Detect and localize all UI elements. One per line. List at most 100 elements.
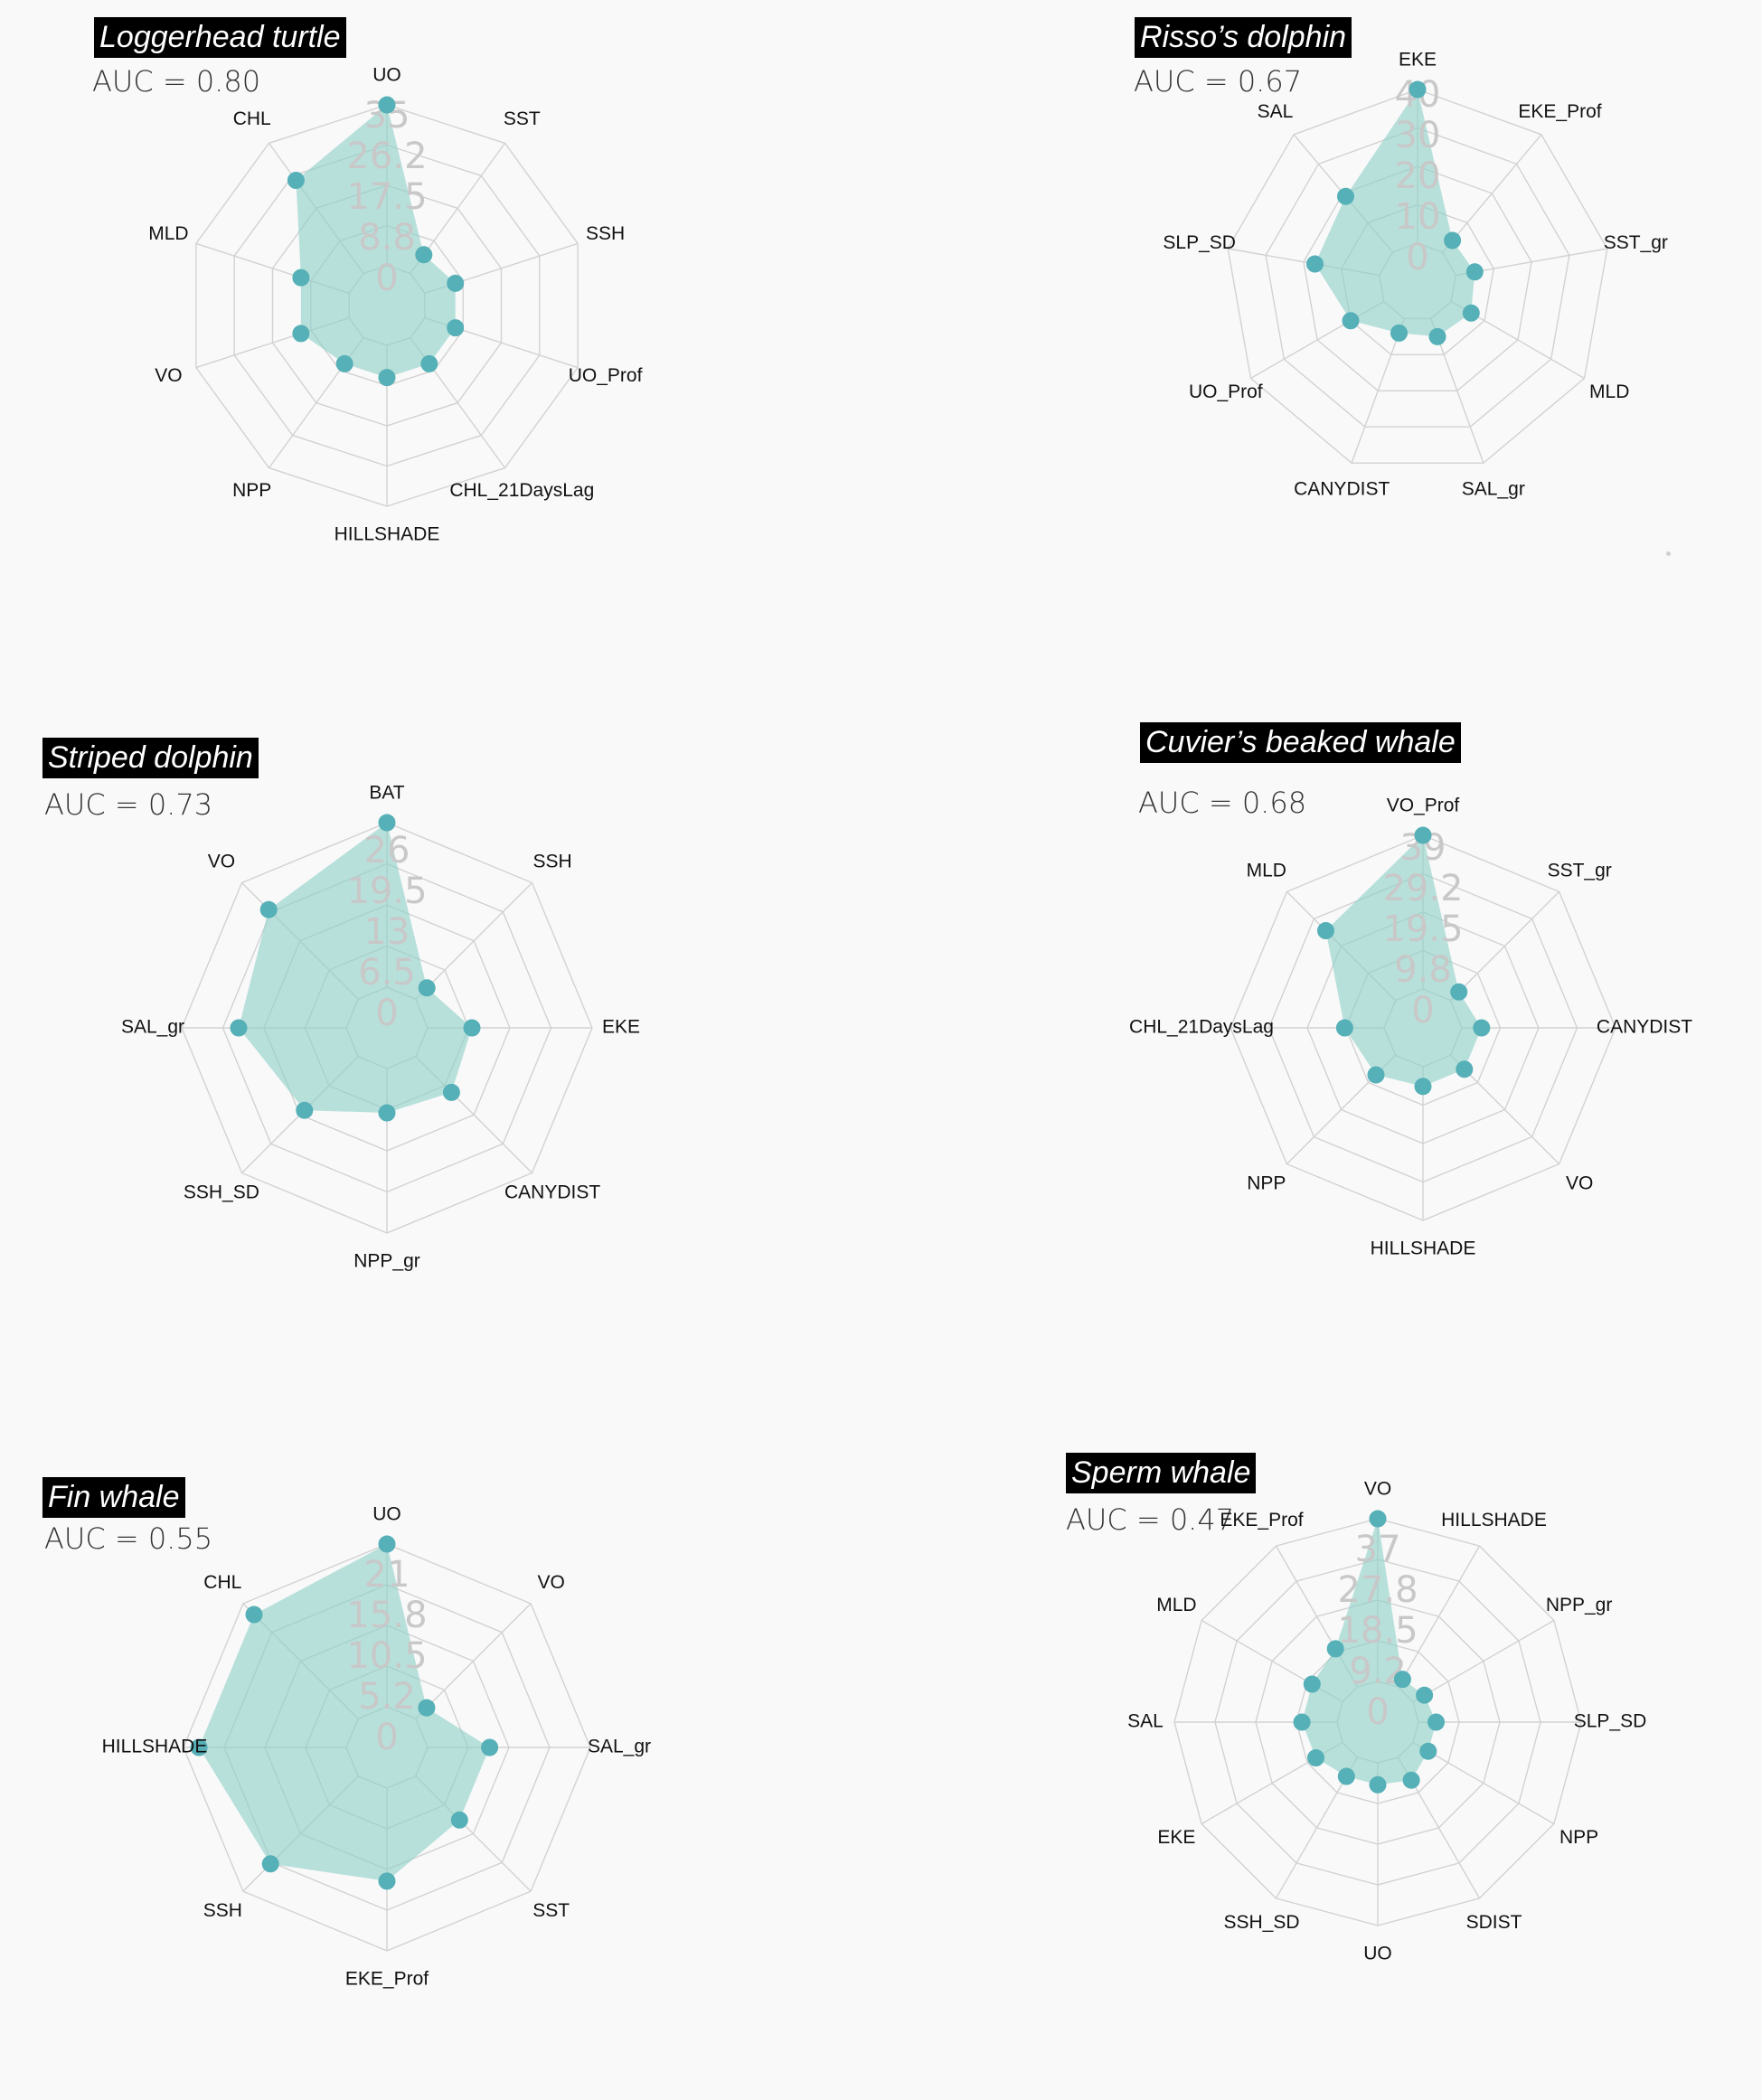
panel-title: Striped dolphin xyxy=(42,738,259,778)
data-point xyxy=(418,979,436,997)
axis-label: SAL xyxy=(1258,101,1294,122)
axis-label: NPP xyxy=(1247,1173,1286,1194)
radar-grid xyxy=(1173,1518,1582,1926)
grid-ring xyxy=(1265,127,1570,428)
axis-label: NPP_gr xyxy=(1546,1595,1613,1615)
radial-tick-label: 26 xyxy=(364,830,410,871)
data-point xyxy=(1293,1713,1311,1731)
axis-label: HILLSHADE xyxy=(1371,1238,1476,1259)
data-point xyxy=(1367,1066,1385,1084)
data-point xyxy=(287,172,305,189)
radial-tick-label: 8.8 xyxy=(358,217,416,259)
radial-tick-label: 9.8 xyxy=(1394,949,1452,991)
data-point xyxy=(418,1699,436,1717)
data-point xyxy=(1326,1640,1344,1658)
panel-title: Sperm whale xyxy=(1066,1453,1257,1493)
data-point xyxy=(463,1019,481,1037)
data-point xyxy=(296,1101,314,1119)
radar-points xyxy=(1306,80,1484,345)
radar-points xyxy=(287,96,465,387)
radar-area xyxy=(1325,835,1482,1087)
axis-label: CANYDIST xyxy=(1294,479,1390,500)
radial-tick-label: 6.5 xyxy=(358,952,416,993)
axis-label: VO_Prof xyxy=(1387,796,1460,816)
axis-spoke xyxy=(1442,134,1542,253)
radial-tick-label: 13 xyxy=(364,911,410,953)
radial-tick-label: 19.5 xyxy=(1382,909,1463,950)
axis-spoke xyxy=(415,1603,532,1719)
data-point xyxy=(1393,1671,1411,1689)
axis-label: HILLSHADE xyxy=(334,524,440,545)
axis-label: MLD xyxy=(1156,1595,1196,1615)
radial-tick-label: 10 xyxy=(1395,196,1441,238)
axis-label: NPP xyxy=(1559,1827,1598,1848)
radial-tick-label: 27.8 xyxy=(1337,1569,1418,1611)
axis-spoke xyxy=(1449,890,1560,1002)
axis-spoke xyxy=(1397,1545,1481,1688)
radar-chart: 05.210.515.821 UO VO SAL_gr SST EKE_Prof SSH HI… xyxy=(102,1504,651,1990)
data-point xyxy=(1473,1019,1491,1037)
axis-label: NPP_gr xyxy=(353,1251,420,1272)
axis-label: SSH xyxy=(586,223,625,244)
data-point xyxy=(1337,187,1354,205)
data-point xyxy=(1450,983,1468,1001)
radial-tick-label: 29.2 xyxy=(1382,868,1463,909)
axis-label: SST xyxy=(504,108,541,129)
axis-label: SAL_gr xyxy=(1462,479,1525,500)
auc-label: AUC = 0.67 xyxy=(1134,64,1303,99)
axis-label: VO xyxy=(155,365,182,386)
data-point xyxy=(335,354,353,372)
data-point xyxy=(420,354,438,372)
axis-label: CANYDIST xyxy=(1597,1017,1692,1038)
radar-chart: 08.817.526.235 UO SST SSH UO_Prof CHL_21DaysL… xyxy=(148,65,642,545)
axis-labels: UO SST SSH UO_Prof CHL_21DaysLag HILLSHADE NPP… xyxy=(148,65,642,545)
data-point xyxy=(190,1738,208,1756)
data-point xyxy=(245,1606,263,1624)
radial-ticks: 09.819.529.239 xyxy=(1382,827,1463,1031)
axis-label: EKE_Prof xyxy=(1518,101,1601,122)
radar-points xyxy=(190,1535,499,1890)
axis-label: EKE_Prof xyxy=(345,1969,429,1990)
axis-label: SST_gr xyxy=(1548,860,1612,880)
data-point xyxy=(450,1811,468,1829)
axis-label: SAL_gr xyxy=(588,1737,651,1757)
data-point xyxy=(292,268,310,287)
axis-label: UO xyxy=(372,65,401,86)
axis-spoke xyxy=(415,882,532,1000)
data-point xyxy=(1414,826,1432,844)
radial-tick-label: 0 xyxy=(1406,237,1428,278)
axis-label: CANYDIST xyxy=(504,1182,600,1203)
data-point xyxy=(1462,304,1480,322)
grid-ring xyxy=(1303,165,1532,391)
data-point xyxy=(1342,312,1360,330)
axis-label: SSH xyxy=(203,1900,242,1921)
radar-panel-rissos-dolphin: Risso’s dolphin AUC = 0.67 010203040EKEE… xyxy=(881,0,1761,700)
data-point xyxy=(1306,255,1324,273)
radar-chart: 09.819.529.239 VO_Prof SST_gr CANYDIST VO HIL… xyxy=(1129,796,1692,1259)
data-point xyxy=(1414,1078,1432,1096)
data-point xyxy=(1465,263,1484,281)
auc-label: AUC = 0.80 xyxy=(92,64,261,99)
auc-label: AUC = 0.47 xyxy=(1066,1502,1235,1537)
data-point xyxy=(1307,1749,1324,1766)
data-point xyxy=(1416,1686,1434,1704)
axis-label: NPP xyxy=(232,480,271,501)
axis-label: SSH xyxy=(533,851,572,871)
axis-label: MLD xyxy=(1247,860,1286,880)
axis-label: EKE xyxy=(1399,50,1437,71)
auc-label: AUC = 0.68 xyxy=(1138,786,1307,820)
radial-tick-label: 26.2 xyxy=(346,136,427,177)
radar-panel-loggerhead-turtle: Loggerhead turtle AUC = 0.80 0 8.8 17.5 26.… xyxy=(0,0,881,700)
data-point xyxy=(378,96,396,114)
axis-label: VO xyxy=(1364,1479,1391,1500)
panel-title: Fin whale xyxy=(42,1477,185,1518)
radial-tick-label: 15.8 xyxy=(346,1595,427,1636)
axis-label: SST xyxy=(532,1900,570,1921)
data-point xyxy=(1390,324,1408,342)
axis-labels: VO HILLSHADE NPP_gr SLP_SD NPP SDIST UO SSH_SD E… xyxy=(1127,1479,1646,1964)
radar-points xyxy=(1293,1510,1445,1794)
data-point xyxy=(447,274,465,292)
